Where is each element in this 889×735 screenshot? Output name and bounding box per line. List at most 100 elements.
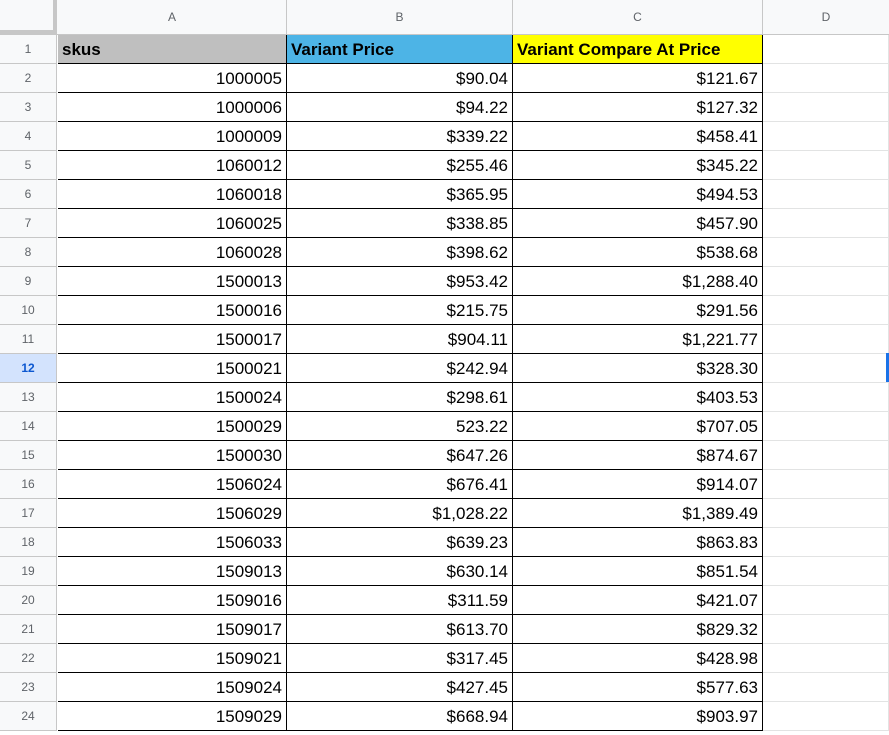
sku-cell[interactable]: 1509024 xyxy=(58,673,287,702)
sku-cell[interactable]: 1060012 xyxy=(58,151,287,180)
row-header[interactable]: 13 xyxy=(0,383,57,412)
column-header-a[interactable]: A xyxy=(58,0,287,34)
row-header[interactable]: 18 xyxy=(0,528,57,557)
compare-cell[interactable]: $863.83 xyxy=(513,528,763,557)
price-cell[interactable]: $904.11 xyxy=(287,325,513,354)
sku-cell[interactable]: 1506024 xyxy=(58,470,287,499)
row-header[interactable]: 4 xyxy=(0,122,57,151)
empty-cell[interactable] xyxy=(763,441,889,470)
empty-cell[interactable] xyxy=(763,325,889,354)
empty-cell[interactable] xyxy=(763,354,889,383)
compare-cell[interactable]: $1,288.40 xyxy=(513,267,763,296)
empty-cell[interactable] xyxy=(763,151,889,180)
row-header[interactable]: 22 xyxy=(0,644,57,673)
sku-cell[interactable]: 1509021 xyxy=(58,644,287,673)
compare-cell[interactable]: $874.67 xyxy=(513,441,763,470)
compare-cell[interactable]: $421.07 xyxy=(513,586,763,615)
row-header[interactable]: 11 xyxy=(0,325,57,354)
price-cell[interactable]: $1,028.22 xyxy=(287,499,513,528)
price-cell[interactable]: $613.70 xyxy=(287,615,513,644)
empty-cell[interactable] xyxy=(763,412,889,441)
column-header-c[interactable]: C xyxy=(513,0,763,34)
row-header[interactable]: 6 xyxy=(0,180,57,209)
price-cell[interactable]: $668.94 xyxy=(287,702,513,731)
compare-cell[interactable]: $428.98 xyxy=(513,644,763,673)
sku-cell[interactable]: 1509029 xyxy=(58,702,287,731)
price-cell[interactable]: $427.45 xyxy=(287,673,513,702)
sku-cell[interactable]: 1509017 xyxy=(58,615,287,644)
sku-cell[interactable]: 1500024 xyxy=(58,383,287,412)
row-header[interactable]: 9 xyxy=(0,267,57,296)
compare-cell[interactable]: $403.53 xyxy=(513,383,763,412)
compare-cell[interactable]: $851.54 xyxy=(513,557,763,586)
compare-cell[interactable]: $1,389.49 xyxy=(513,499,763,528)
sku-cell[interactable]: 1000009 xyxy=(58,122,287,151)
sku-cell[interactable]: 1000006 xyxy=(58,93,287,122)
row-header[interactable]: 19 xyxy=(0,557,57,586)
empty-cell[interactable] xyxy=(763,122,889,151)
price-cell[interactable]: $255.46 xyxy=(287,151,513,180)
row-header[interactable]: 12 xyxy=(0,354,57,383)
empty-cell[interactable] xyxy=(763,64,889,93)
row-header[interactable]: 20 xyxy=(0,586,57,615)
row-header[interactable]: 24 xyxy=(0,702,57,731)
price-cell[interactable]: $339.22 xyxy=(287,122,513,151)
row-header[interactable]: 10 xyxy=(0,296,57,325)
row-header[interactable]: 5 xyxy=(0,151,57,180)
empty-cell[interactable] xyxy=(763,383,889,412)
price-cell[interactable]: 523.22 xyxy=(287,412,513,441)
compare-cell[interactable]: $457.90 xyxy=(513,209,763,238)
row-header[interactable]: 21 xyxy=(0,615,57,644)
sku-cell[interactable]: 1500030 xyxy=(58,441,287,470)
header-cell[interactable]: skus xyxy=(58,35,287,64)
empty-cell[interactable] xyxy=(763,528,889,557)
compare-cell[interactable]: $707.05 xyxy=(513,412,763,441)
empty-cell[interactable] xyxy=(763,209,889,238)
empty-cell[interactable] xyxy=(763,238,889,267)
empty-cell[interactable] xyxy=(763,499,889,528)
price-cell[interactable]: $639.23 xyxy=(287,528,513,557)
row-header[interactable]: 8 xyxy=(0,238,57,267)
compare-cell[interactable]: $1,221.77 xyxy=(513,325,763,354)
price-cell[interactable]: $311.59 xyxy=(287,586,513,615)
price-cell[interactable]: $215.75 xyxy=(287,296,513,325)
empty-cell[interactable] xyxy=(763,35,889,64)
row-header[interactable]: 23 xyxy=(0,673,57,702)
row-header[interactable]: 3 xyxy=(0,93,57,122)
compare-cell[interactable]: $121.67 xyxy=(513,64,763,93)
empty-cell[interactable] xyxy=(763,470,889,499)
row-header[interactable]: 1 xyxy=(0,35,57,64)
row-header[interactable]: 16 xyxy=(0,470,57,499)
sku-cell[interactable]: 1060018 xyxy=(58,180,287,209)
header-cell[interactable]: Variant Compare At Price xyxy=(513,35,763,64)
sku-cell[interactable]: 1500013 xyxy=(58,267,287,296)
empty-cell[interactable] xyxy=(763,702,889,731)
price-cell[interactable]: $338.85 xyxy=(287,209,513,238)
compare-cell[interactable]: $538.68 xyxy=(513,238,763,267)
row-header[interactable]: 7 xyxy=(0,209,57,238)
empty-cell[interactable] xyxy=(763,267,889,296)
empty-cell[interactable] xyxy=(763,673,889,702)
empty-cell[interactable] xyxy=(763,615,889,644)
compare-cell[interactable]: $494.53 xyxy=(513,180,763,209)
empty-cell[interactable] xyxy=(763,93,889,122)
empty-cell[interactable] xyxy=(763,180,889,209)
sku-cell[interactable]: 1500029 xyxy=(58,412,287,441)
price-cell[interactable]: $953.42 xyxy=(287,267,513,296)
select-all-corner[interactable] xyxy=(0,0,57,34)
row-header[interactable]: 17 xyxy=(0,499,57,528)
column-header-b[interactable]: B xyxy=(287,0,513,34)
compare-cell[interactable]: $914.07 xyxy=(513,470,763,499)
header-cell[interactable]: Variant Price xyxy=(287,35,513,64)
sku-cell[interactable]: 1506033 xyxy=(58,528,287,557)
price-cell[interactable]: $398.62 xyxy=(287,238,513,267)
price-cell[interactable]: $676.41 xyxy=(287,470,513,499)
sku-cell[interactable]: 1506029 xyxy=(58,499,287,528)
sku-cell[interactable]: 1060028 xyxy=(58,238,287,267)
empty-cell[interactable] xyxy=(763,557,889,586)
row-header[interactable]: 14 xyxy=(0,412,57,441)
price-cell[interactable]: $242.94 xyxy=(287,354,513,383)
compare-cell[interactable]: $328.30 xyxy=(513,354,763,383)
compare-cell[interactable]: $903.97 xyxy=(513,702,763,731)
price-cell[interactable]: $365.95 xyxy=(287,180,513,209)
